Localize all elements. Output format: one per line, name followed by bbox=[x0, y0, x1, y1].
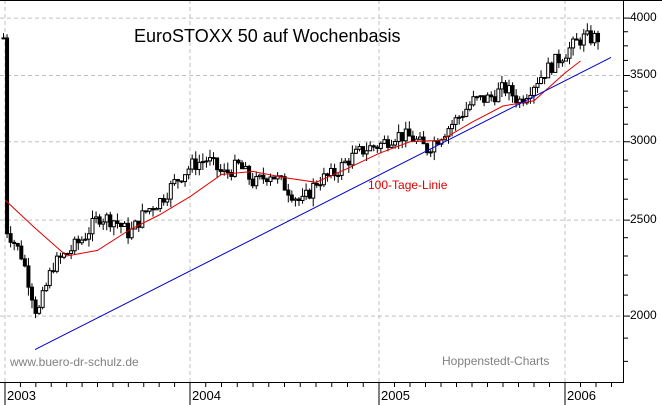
x-tick-2005: 2005 bbox=[381, 388, 410, 403]
moving-average-label: 100-Tage-Linie bbox=[368, 178, 448, 192]
watermark-right: Hoppenstedt-Charts bbox=[442, 354, 550, 368]
y-tick-3500: 3500 bbox=[630, 67, 657, 81]
trend-line bbox=[34, 57, 612, 351]
y-tick-2500: 2500 bbox=[630, 212, 657, 226]
y-tick-3000: 3000 bbox=[630, 133, 657, 147]
grid-lines bbox=[0, 0, 623, 382]
candles bbox=[1, 23, 601, 319]
chart-title: EuroSTOXX 50 auf Wochenbasis bbox=[134, 26, 401, 46]
x-tick-2003: 2003 bbox=[7, 388, 36, 403]
y-tick-2000: 2000 bbox=[630, 308, 657, 322]
watermark-left: www.buero-dr-schulz.de bbox=[10, 355, 139, 369]
x-tick-2006: 2006 bbox=[567, 388, 596, 403]
moving-average-line bbox=[4, 60, 581, 257]
x-tick-2004: 2004 bbox=[192, 388, 221, 403]
y-tick-4000: 4000 bbox=[630, 10, 657, 24]
